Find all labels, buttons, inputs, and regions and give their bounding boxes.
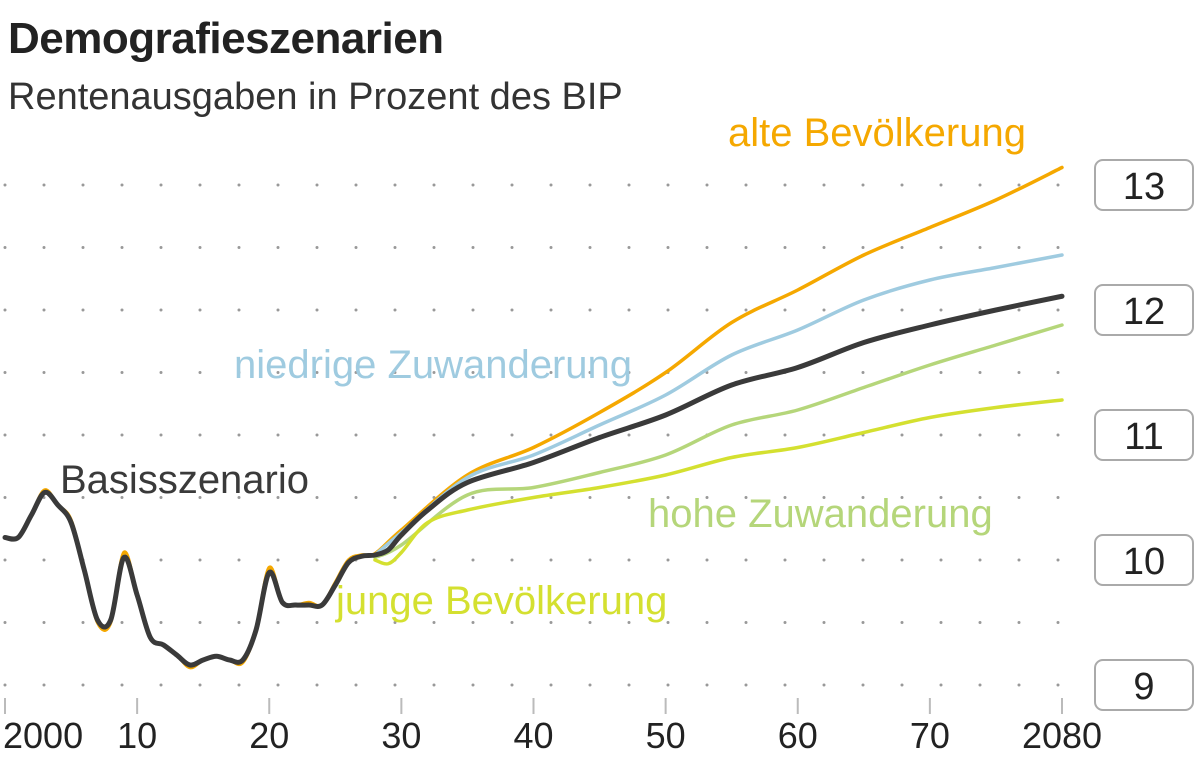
- chart-title: Demografieszenarien: [8, 14, 444, 63]
- y-tick-label: 9: [1133, 666, 1154, 708]
- series-lines: [2, 165, 1065, 670]
- y-tick-label: 12: [1123, 291, 1165, 333]
- x-tick-label: 50: [646, 715, 686, 756]
- series-line-hohe-zuwanderung: [373, 323, 1064, 560]
- y-tick-label: 13: [1123, 166, 1165, 208]
- x-tick-label: 2000: [3, 715, 83, 756]
- series-label-niedrige-zuwanderung: niedrige Zuwanderung: [234, 343, 632, 387]
- series-label-hohe-zuwanderung: hohe Zuwanderung: [648, 492, 993, 536]
- series-line-basisszenario: [2, 293, 1065, 668]
- chart-subtitle: Rentenausgaben in Prozent des BIP: [8, 76, 623, 118]
- y-tick-box: [1094, 534, 1194, 586]
- y-axis: 9 10 11 12 13: [1094, 159, 1194, 711]
- series-line-niedrige-zuwanderung: [373, 253, 1064, 557]
- x-tick-label: 40: [513, 715, 553, 756]
- x-tick-label: 10: [117, 715, 157, 756]
- y-tick-box: [1094, 159, 1194, 211]
- x-tick-label: 30: [381, 715, 421, 756]
- series-label-basisszenario: Basisszenario: [60, 458, 309, 502]
- x-axis: 2000 10 20 30 40 50 60 70 2080: [3, 698, 1102, 756]
- series-line-junge-bevoelkerung: [373, 398, 1064, 566]
- y-tick-label: 10: [1123, 541, 1165, 583]
- x-tick-label: 60: [778, 715, 818, 756]
- series-labels: alte Bevölkerung niedrige Zuwanderung hohe…: [60, 111, 1026, 623]
- y-tick-box: [1094, 659, 1194, 711]
- y-tick-box: [1094, 284, 1194, 336]
- y-tick-label: 11: [1124, 416, 1163, 458]
- x-tick-label: 70: [910, 715, 950, 756]
- x-tick-label: 2080: [1022, 715, 1102, 756]
- series-label-alte-bevoelkerung: alte Bevölkerung: [728, 111, 1026, 155]
- x-tick-label: 20: [249, 715, 289, 756]
- series-label-junge-bevoelkerung: junge Bevölkerung: [335, 579, 667, 623]
- y-tick-box: [1094, 409, 1194, 461]
